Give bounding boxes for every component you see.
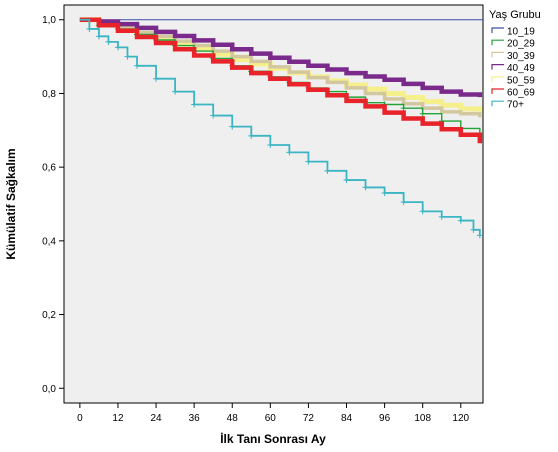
censor-mark-70+ [470, 226, 477, 233]
censor-mark-70+ [438, 213, 445, 220]
x-tick-label: 108 [414, 413, 431, 424]
legend-title: Yaş Grubu [489, 9, 541, 21]
legend-swatch-40_49 [491, 63, 504, 70]
x-axis-title: İlk Tanı Sonrası Ay [220, 431, 326, 446]
series-line-70+ [79, 18, 481, 236]
legend-swatch-30_39 [491, 51, 504, 58]
legend-label-30_39: 30_39 [507, 51, 535, 62]
censor-mark-70+ [476, 232, 483, 239]
series-line-40_49 [79, 17, 483, 98]
legend-label-20_29: 20_29 [507, 39, 535, 50]
series-layer [79, 17, 483, 239]
y-tick-label: 0,0 [42, 384, 56, 395]
censor-mark-70+ [381, 189, 388, 196]
censor-mark-70+ [124, 53, 131, 60]
censor-mark-70+ [191, 101, 198, 108]
censor-mark-70+ [134, 62, 141, 69]
censor-mark-70+ [229, 123, 236, 130]
x-tick-label: 48 [227, 413, 239, 424]
censor-mark-70+ [286, 149, 293, 156]
censor-mark-70+ [305, 158, 312, 165]
x-tick-label: 120 [452, 413, 469, 424]
y-tick-label: 0,6 [42, 163, 56, 174]
censor-mark-70+ [457, 217, 464, 224]
legend-swatch-20_29 [491, 39, 504, 46]
legend-swatch-50_59 [491, 76, 504, 82]
x-tick-label: 72 [303, 413, 315, 424]
x-tick-label: 12 [112, 413, 124, 424]
censor-mark-20_29 [419, 110, 426, 117]
x-tick-label: 24 [150, 413, 162, 424]
x-tick-label: 36 [189, 413, 201, 424]
censor-mark-70+ [343, 177, 350, 184]
legend-label-40_49: 40_49 [507, 63, 535, 74]
censor-mark-70+ [86, 25, 93, 32]
legend-label-70+: 70+ [507, 100, 524, 111]
censor-mark-70+ [105, 38, 112, 45]
x-tick-label: 84 [341, 413, 353, 424]
y-axis-title: Kümülatif Sağkalım [4, 148, 18, 259]
censor-mark-70+ [362, 184, 369, 191]
x-axis: 0 12 24 36 48 60 72 84 96 108 120 [77, 403, 470, 424]
legend-swatch-70+ [491, 100, 504, 107]
censor-mark-70+ [95, 33, 102, 40]
legend-label-50_59: 50_59 [507, 75, 535, 86]
legend-label-60_69: 60_69 [507, 88, 535, 99]
censor-mark-70+ [172, 88, 179, 95]
censor-mark-70+ [248, 132, 255, 139]
series-line-60_69 [79, 17, 483, 144]
censor-mark-70+ [210, 112, 217, 119]
censor-mark-70+ [419, 208, 426, 215]
y-axis: 0,0 0,2 0,4 0,6 0,8 1,0 [42, 15, 64, 395]
x-tick-label: 60 [265, 413, 277, 424]
censor-mark-70+ [400, 199, 407, 206]
y-tick-label: 1,0 [42, 15, 56, 26]
legend-swatch-10_19 [491, 27, 504, 33]
legend-label-10_19: 10_19 [507, 27, 535, 38]
x-tick-label: 96 [379, 413, 391, 424]
censor-mark-70+ [324, 167, 331, 174]
censor-mark-70+ [153, 75, 160, 82]
censor-mark-70+ [267, 142, 274, 149]
censor-mark-70+ [114, 44, 121, 51]
x-tick-label: 0 [77, 413, 83, 424]
y-tick-label: 0,2 [42, 310, 56, 321]
y-tick-label: 0,4 [42, 236, 56, 247]
legend-swatch-60_69 [491, 88, 504, 94]
censor-mark-20_29 [400, 105, 407, 112]
y-tick-label: 0,8 [42, 89, 56, 100]
plot-background [63, 4, 484, 404]
